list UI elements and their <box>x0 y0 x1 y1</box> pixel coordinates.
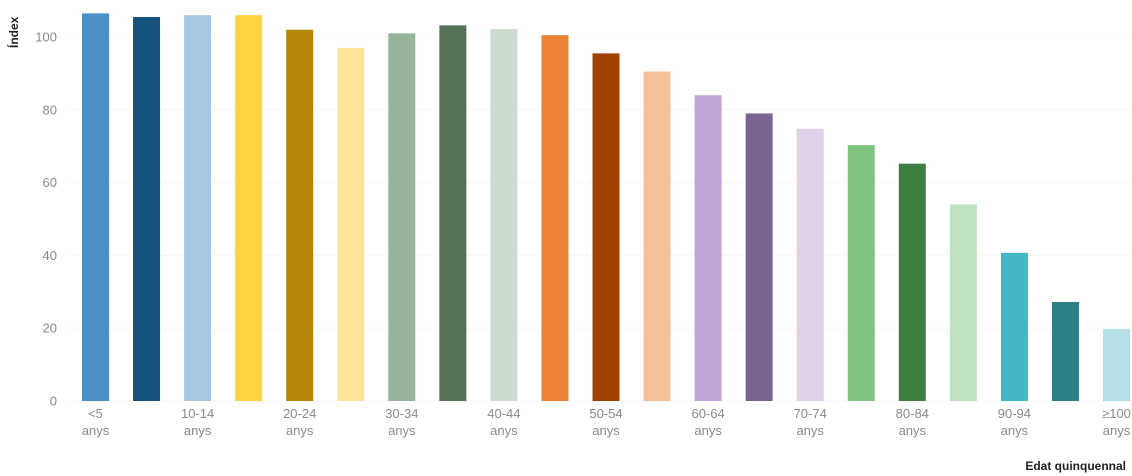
x-tick-label: 60-64 <box>691 406 724 421</box>
bar <box>82 13 109 402</box>
x-tick-label-unit: anys <box>592 423 620 438</box>
bar <box>847 145 875 401</box>
bar <box>439 25 467 402</box>
bar <box>1000 252 1028 401</box>
x-tick-label-unit: anys <box>796 423 824 438</box>
bar <box>286 29 314 401</box>
x-tick-label-unit: anys <box>1103 423 1131 438</box>
x-tick-label: 50-54 <box>589 406 622 421</box>
x-tick-label: 30-34 <box>385 406 418 421</box>
bar <box>949 204 977 401</box>
y-tick-label: 100 <box>35 30 57 45</box>
x-tick-label: 70-74 <box>794 406 827 421</box>
y-tick-label: 80 <box>43 102 57 117</box>
bar <box>1051 301 1079 401</box>
x-tick-label-unit: anys <box>82 423 110 438</box>
bar <box>235 15 263 401</box>
bar <box>388 33 416 402</box>
bar <box>490 28 518 401</box>
x-axis-ticks: <5 anys 10-14 anys 20-24 anys 30-34 anys 40-44 an… <box>82 406 1131 438</box>
y-tick-label: 20 <box>43 321 57 336</box>
x-tick-label-unit: anys <box>388 423 416 438</box>
bar <box>745 113 773 401</box>
x-tick-label-unit: anys <box>184 423 212 438</box>
x-tick-label-unit: anys <box>694 423 722 438</box>
x-axis-title: Edat quinquennal <box>1025 459 1126 473</box>
y-axis-ticks: 0 20 40 60 80 100 <box>35 30 57 409</box>
bars <box>82 13 1130 402</box>
bar <box>133 16 161 401</box>
y-tick-label: 60 <box>43 175 57 190</box>
x-tick-label-unit: anys <box>490 423 518 438</box>
x-tick-label: ≥100 <box>1102 406 1131 421</box>
y-tick-label: 40 <box>43 248 57 263</box>
x-tick-label-unit: anys <box>899 423 927 438</box>
x-tick-label: 20-24 <box>283 406 316 421</box>
x-tick-label: <5 <box>88 406 103 421</box>
bar <box>643 71 671 401</box>
bar <box>541 35 569 402</box>
bar <box>694 95 722 402</box>
bar <box>898 163 926 401</box>
bar <box>592 53 620 401</box>
bar <box>337 47 365 402</box>
x-tick-label: 90-94 <box>998 406 1031 421</box>
y-axis-title: Índex <box>6 16 21 48</box>
bar <box>184 15 212 401</box>
bar <box>1103 328 1130 401</box>
x-tick-label: 10-14 <box>181 406 214 421</box>
x-tick-label: 40-44 <box>487 406 520 421</box>
x-tick-label-unit: anys <box>286 423 314 438</box>
y-tick-label: 0 <box>50 394 57 409</box>
x-tick-label-unit: anys <box>1001 423 1029 438</box>
bar <box>796 128 824 401</box>
x-tick-label: 80-84 <box>896 406 929 421</box>
